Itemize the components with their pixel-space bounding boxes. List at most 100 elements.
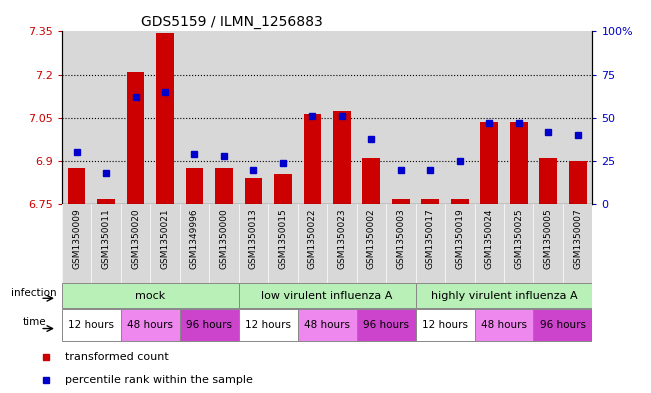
Bar (569, 161, 587, 204)
Text: GDS5159 / ILMN_1256883: GDS5159 / ILMN_1256883 (141, 15, 323, 29)
Text: percentile rank within the sample: percentile rank within the sample (65, 375, 253, 385)
Bar (180, 309, 239, 341)
Bar (533, 309, 592, 341)
Bar (475, 204, 504, 283)
Bar (415, 204, 445, 283)
Bar (298, 204, 327, 283)
Bar (327, 31, 357, 204)
Bar (127, 72, 145, 204)
Bar (357, 309, 415, 341)
Text: highly virulent influenza A: highly virulent influenza A (431, 291, 577, 301)
Text: GSM1350015: GSM1350015 (279, 208, 287, 269)
Bar (239, 204, 268, 283)
Bar (415, 31, 445, 204)
Bar (239, 309, 298, 341)
Bar (239, 283, 415, 308)
Bar (298, 309, 357, 341)
Bar (68, 168, 85, 204)
Bar (209, 204, 239, 283)
Bar (121, 31, 150, 204)
Bar (333, 111, 351, 204)
Text: 12 hours: 12 hours (68, 320, 115, 330)
Bar (504, 204, 533, 283)
Text: GSM1350000: GSM1350000 (219, 208, 229, 269)
Text: GSM1350019: GSM1350019 (455, 208, 464, 269)
Bar (268, 31, 298, 204)
Text: GSM1350007: GSM1350007 (573, 208, 582, 269)
Bar (327, 204, 357, 283)
Text: time: time (22, 317, 46, 327)
Bar (150, 204, 180, 283)
Bar (415, 309, 475, 341)
Text: GSM1350017: GSM1350017 (426, 208, 435, 269)
Bar (451, 198, 469, 204)
Text: low virulent influenza A: low virulent influenza A (262, 291, 393, 301)
Text: 12 hours: 12 hours (422, 320, 468, 330)
Bar (62, 204, 91, 283)
Bar (533, 204, 563, 283)
Text: GSM1350013: GSM1350013 (249, 208, 258, 269)
Bar (62, 309, 121, 341)
Bar (186, 168, 203, 204)
Bar (533, 31, 563, 204)
Text: GSM1350011: GSM1350011 (102, 208, 111, 269)
Bar (121, 309, 180, 341)
Bar (121, 204, 150, 283)
Bar (386, 31, 415, 204)
Bar (386, 204, 415, 283)
Bar (445, 204, 475, 283)
Bar (504, 204, 533, 283)
Bar (209, 204, 239, 283)
Bar (445, 204, 475, 283)
Bar (180, 31, 209, 204)
Bar (563, 204, 592, 283)
Text: GSM1350022: GSM1350022 (308, 208, 317, 269)
Text: 96 hours: 96 hours (540, 320, 586, 330)
Text: GSM1350023: GSM1350023 (337, 208, 346, 269)
Bar (298, 204, 327, 283)
Text: GSM1350003: GSM1350003 (396, 208, 406, 269)
Bar (475, 204, 504, 283)
Bar (357, 204, 386, 283)
Bar (156, 33, 174, 204)
Bar (533, 204, 563, 283)
Text: infection: infection (11, 288, 57, 298)
Bar (357, 204, 386, 283)
Text: GSM1350002: GSM1350002 (367, 208, 376, 269)
Bar (209, 31, 239, 204)
Bar (415, 204, 445, 283)
Bar (386, 204, 415, 283)
Text: transformed count: transformed count (65, 352, 169, 362)
Text: 96 hours: 96 hours (363, 320, 409, 330)
Bar (563, 31, 592, 204)
Text: GSM1350025: GSM1350025 (514, 208, 523, 269)
Bar (303, 114, 321, 204)
Bar (475, 31, 504, 204)
Bar (239, 31, 268, 204)
Bar (62, 204, 91, 283)
Bar (563, 204, 592, 283)
Bar (180, 204, 209, 283)
Text: GSM1350005: GSM1350005 (544, 208, 553, 269)
Bar (268, 204, 298, 283)
Text: mock: mock (135, 291, 165, 301)
Text: GSM1350021: GSM1350021 (161, 208, 169, 269)
Bar (357, 31, 386, 204)
Text: 48 hours: 48 hours (481, 320, 527, 330)
Bar (504, 31, 533, 204)
Text: GSM1350024: GSM1350024 (485, 208, 493, 269)
Bar (150, 204, 180, 283)
Bar (239, 204, 268, 283)
Text: 48 hours: 48 hours (128, 320, 173, 330)
Bar (121, 204, 150, 283)
Bar (97, 198, 115, 204)
Text: GSM1349996: GSM1349996 (190, 208, 199, 269)
Bar (445, 31, 475, 204)
Bar (480, 122, 498, 204)
Bar (245, 178, 262, 204)
Bar (363, 158, 380, 204)
Bar (150, 31, 180, 204)
Bar (268, 204, 298, 283)
Text: GSM1350009: GSM1350009 (72, 208, 81, 269)
Bar (539, 158, 557, 204)
